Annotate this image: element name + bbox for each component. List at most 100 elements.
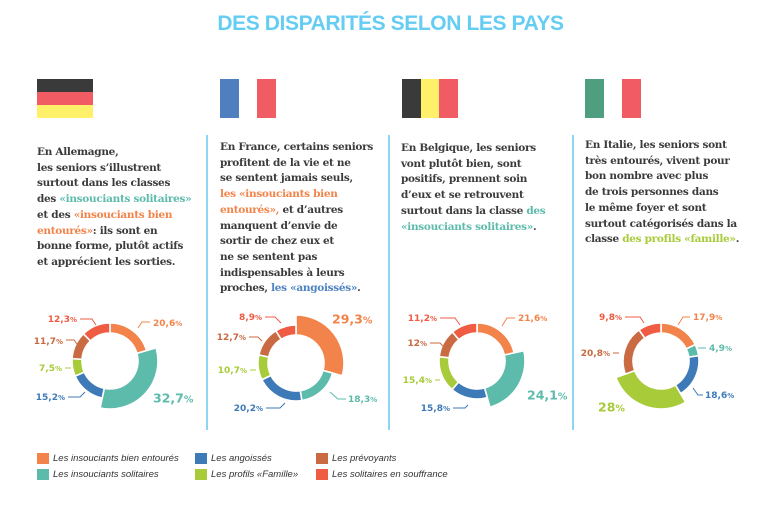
data-label: 12,3%	[48, 315, 77, 325]
flag-stripe	[238, 79, 258, 118]
flag-2-icon	[402, 79, 459, 118]
text-line: se sentent jamais seuls,	[220, 171, 373, 187]
data-label-unit: %	[184, 394, 194, 405]
data-label-unit: %	[603, 350, 610, 358]
donut-segment	[295, 314, 345, 377]
donut-segment	[637, 322, 662, 340]
data-label-unit: %	[558, 391, 568, 402]
text-line: les seniors s’illustrent	[37, 161, 191, 177]
highlighted-class-name: les «angoissés»	[271, 282, 358, 295]
data-label-unit: %	[70, 316, 77, 324]
data-label-unit: %	[175, 320, 182, 328]
data-label-value: 32,7	[153, 390, 184, 405]
legend-swatch-icon	[195, 469, 207, 480]
text-segment: sortir de chez eux et	[220, 235, 334, 248]
text-line: En France, certains seniors	[220, 140, 373, 156]
leader-line	[453, 404, 469, 409]
country-description: En Allemagne, les seniors s’illustrent sur…	[37, 145, 192, 271]
leader-line	[80, 318, 97, 326]
text-segment: manquent d’envie de	[220, 219, 338, 232]
flag-stripe	[220, 79, 239, 118]
leader-line	[137, 321, 150, 329]
legend-swatch-icon	[195, 453, 207, 464]
data-label-value: 21,6	[518, 314, 540, 324]
data-label: 20,6%	[153, 319, 182, 329]
donut-chart-belgique: 21,6%24,1%15,8%15,4%12%11,2%	[403, 314, 568, 414]
page-title: DES DISPARITÉS SELON LES PAYS	[217, 12, 564, 35]
donut-segment	[622, 328, 646, 376]
leader-line	[625, 316, 645, 324]
text-line: entourés»: ils sont en	[37, 224, 191, 240]
text-segment: bonne forme, plutôt actifs	[37, 240, 184, 253]
data-label-unit: %	[58, 394, 65, 402]
data-label: 18,6%	[705, 391, 734, 401]
data-label: 12%	[407, 339, 427, 349]
text-segment: et des	[37, 208, 74, 221]
data-label-unit: %	[715, 314, 722, 322]
text-segment: et apprécient les sorties.	[37, 255, 176, 268]
highlighted-class-name: «insouciants bien	[73, 208, 173, 221]
country-description: En Belgique, les seniors vont plutôt bien…	[401, 141, 546, 236]
data-label-value: 24,1	[527, 387, 558, 402]
legend-swatch-icon	[316, 453, 328, 464]
donut-segment	[257, 353, 272, 381]
legend-label: Les prévoyants	[332, 453, 397, 464]
donut-segment	[74, 371, 106, 400]
donut-segment	[451, 322, 478, 341]
leader-line	[266, 402, 286, 409]
text-segment: positifs, prennent soin	[401, 173, 528, 186]
data-label: 7,5%	[39, 364, 62, 374]
data-label: 9,8%	[599, 313, 622, 323]
text-segment: vont plutôt bien, sont	[401, 157, 522, 170]
highlighted-class-name: entourés»,	[220, 203, 280, 216]
donut-segment	[299, 369, 334, 402]
text-line: classe des profils «famille».	[585, 232, 739, 248]
text-segment: : ils sont en	[92, 224, 158, 237]
data-label-unit: %	[239, 334, 246, 342]
data-label: 11,2%	[408, 314, 437, 324]
data-label-value: 4,9	[709, 344, 725, 354]
legend-label: Les solitaires en souffrance	[332, 469, 448, 480]
data-label-value: 20,8	[581, 349, 603, 359]
data-label-value: 29,3	[332, 311, 363, 326]
column-divider	[388, 135, 390, 430]
column-divider	[206, 135, 208, 430]
text-line: et des «insouciants bien	[37, 208, 191, 224]
data-label: 17,9%	[693, 313, 722, 323]
text-line: vont plutôt bien, sont	[401, 157, 545, 173]
data-label: 15,8%	[421, 404, 450, 414]
flag-stripe	[257, 79, 277, 118]
leader-line	[329, 391, 346, 400]
text-segment: .	[735, 233, 740, 246]
text-segment: .	[533, 220, 537, 233]
donut-segment	[274, 324, 297, 341]
text-line: des «insouciants solitaires»	[37, 192, 192, 208]
data-label-unit: %	[256, 405, 263, 413]
text-segment: de trois personnes dans	[585, 186, 719, 199]
flag-stripe	[37, 92, 93, 105]
text-segment: les seniors s’illustrent	[37, 161, 161, 174]
country-description: En France, certains seniors profitent de …	[220, 140, 373, 297]
data-label: 28%	[598, 399, 625, 414]
data-label: 20,8%	[581, 349, 610, 359]
data-label-unit: %	[420, 340, 427, 348]
data-label: 4,9%	[709, 344, 732, 354]
text-segment: surtout catégorisés dans la	[585, 217, 737, 230]
data-label-unit: %	[430, 315, 437, 323]
leader-line	[430, 342, 444, 347]
flag-stripe	[622, 79, 642, 118]
data-label-value: 20,2	[234, 404, 256, 414]
text-line: très entourés, vivent pour	[585, 154, 739, 170]
legend-label: Les angoissés	[211, 453, 272, 464]
text-line: «insouciants solitaires».	[401, 220, 545, 236]
text-line: positifs, prennent soin	[401, 172, 545, 188]
data-label-unit: %	[370, 396, 377, 404]
data-label-value: 11,2	[408, 314, 430, 324]
text-segment: surtout dans la classe	[401, 204, 527, 217]
flag-stripe	[37, 79, 93, 92]
text-segment: profitent de la vie et ne	[220, 156, 351, 169]
data-label: 10,7%	[218, 366, 247, 376]
data-label: 8,9%	[239, 313, 262, 323]
text-line: manquent d’envie de	[220, 219, 373, 235]
highlighted-class-name: des profils «famille»	[622, 233, 736, 246]
